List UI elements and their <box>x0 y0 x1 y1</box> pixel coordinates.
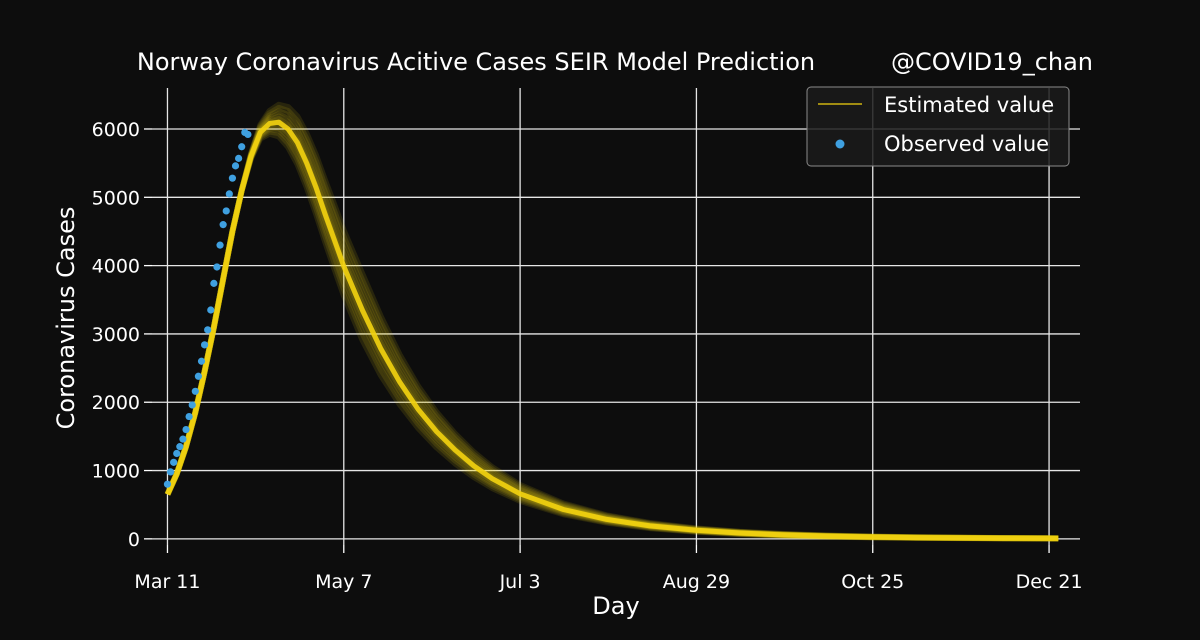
chart-title: Norway Coronavirus Acitive Cases SEIR Mo… <box>137 48 815 76</box>
observed-point <box>244 130 252 139</box>
axes: 0 1000 2000 3000 4000 5000 6000 Mar 11 May 7 Jul … <box>92 119 1083 593</box>
x-tick-label: Oct 25 <box>841 571 904 593</box>
legend-observed-swatch <box>835 139 845 149</box>
observed-point <box>182 425 190 434</box>
x-tick-label: Jul 3 <box>499 571 541 593</box>
plot-series <box>163 101 1059 542</box>
y-tick-label: 5000 <box>92 187 140 209</box>
observed-point <box>197 357 206 365</box>
observed-point <box>204 326 212 334</box>
observed-point <box>170 458 178 466</box>
observed-point <box>235 154 243 162</box>
observed-point <box>213 263 221 271</box>
grid-lines <box>152 88 1080 545</box>
observed-point <box>207 306 215 314</box>
y-tick-label: 6000 <box>92 119 140 141</box>
observed-point <box>200 341 209 349</box>
observed-point <box>219 221 227 229</box>
observed-point <box>231 162 240 170</box>
watermark-handle: @COVID19_chan <box>891 48 1093 76</box>
legend-box <box>806 86 1070 167</box>
observed-point <box>185 412 193 421</box>
x-tick-label: Aug 29 <box>663 571 730 593</box>
observed-point <box>225 190 233 198</box>
y-tick-label: 0 <box>128 529 140 551</box>
x-tick-label: Dec 21 <box>1016 571 1083 593</box>
y-tick-label: 2000 <box>92 392 140 414</box>
y-axis-label: Coronavirus Cases <box>52 207 80 430</box>
observed-point <box>163 480 172 488</box>
observed-point <box>191 387 199 395</box>
observed-point <box>166 468 175 476</box>
observed-point <box>222 207 230 215</box>
x-tick-label: May 7 <box>315 571 372 593</box>
y-tick-label: 3000 <box>92 324 140 346</box>
legend-estimated-label: Estimated value <box>884 93 1054 117</box>
observed-point <box>188 401 196 409</box>
observed-point <box>238 143 246 151</box>
observed-point <box>216 241 224 249</box>
x-tick-label: Mar 11 <box>134 571 200 593</box>
y-tick-label: 4000 <box>92 256 140 278</box>
x-axis-label: Day <box>592 592 639 620</box>
observed-point <box>228 174 237 182</box>
observed-point <box>173 449 181 458</box>
estimated-value-line <box>165 119 1059 541</box>
legend: Estimated value Observed value <box>806 86 1070 167</box>
observed-point <box>179 435 187 443</box>
legend-observed-label: Observed value <box>884 132 1049 156</box>
observed-point <box>176 443 184 451</box>
y-tick-label: 1000 <box>92 461 140 483</box>
observed-point <box>194 372 202 380</box>
observed-point <box>210 279 218 287</box>
